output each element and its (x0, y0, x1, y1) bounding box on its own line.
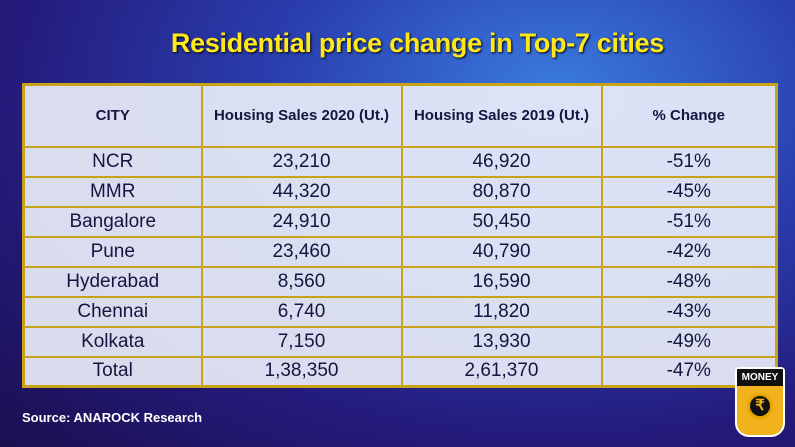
table-cell: 6,740 (200, 295, 403, 328)
sales-table: CITY Housing Sales 2020 (Ut.) Housing Sale… (22, 83, 778, 388)
table-cell: 40,790 (400, 235, 603, 268)
table-cell: 2,61,370 (400, 355, 603, 388)
rupee-icon: ₹ (747, 393, 773, 419)
table-cell: 50,450 (400, 205, 603, 238)
table-cell: 23,210 (200, 145, 403, 178)
table-cell: 13,930 (400, 325, 603, 358)
table-cell: Kolkata (22, 325, 203, 358)
table-row: Pune 23,460 40,790 -42% (22, 235, 778, 268)
column-header: % Change (600, 83, 778, 148)
table-cell: Bangalore (22, 205, 203, 238)
page-title: Residential price change in Top-7 cities (170, 28, 665, 58)
table-cell: -51% (600, 145, 778, 178)
table-cell: -43% (600, 295, 778, 328)
table-cell: Pune (22, 235, 203, 268)
table-cell: 1,38,350 (200, 355, 403, 388)
table-cell: 80,870 (400, 175, 603, 208)
table-cell: 11,820 (400, 295, 603, 328)
table-row: Total 1,38,350 2,61,370 -47% (22, 355, 778, 388)
table-cell: Hyderabad (22, 265, 203, 298)
column-header: Housing Sales 2019 (Ut.) (400, 83, 603, 148)
table-cell: -45% (600, 175, 778, 208)
source-note: Source: ANAROCK Research (22, 410, 203, 425)
table-cell: 8,560 (200, 265, 403, 298)
table-cell: 7,150 (200, 325, 403, 358)
table-cell: -49% (600, 325, 778, 358)
money9-logo: MONEY ₹ (735, 367, 785, 437)
logo-text: MONEY (737, 369, 783, 386)
table-row: Hyderabad 8,560 16,590 -48% (22, 265, 778, 298)
table-cell: -51% (600, 205, 778, 238)
table-row: NCR 23,210 46,920 -51% (22, 145, 778, 178)
table-cell: -48% (600, 265, 778, 298)
column-header: Housing Sales 2020 (Ut.) (200, 83, 403, 148)
table-cell: 24,910 (200, 205, 403, 238)
table-cell: -42% (600, 235, 778, 268)
table-cell: Total (22, 355, 203, 388)
table-cell: 44,320 (200, 175, 403, 208)
table-header: CITY Housing Sales 2020 (Ut.) Housing Sale… (22, 83, 778, 148)
table-cell: Chennai (22, 295, 203, 328)
table-row: MMR 44,320 80,870 -45% (22, 175, 778, 208)
table-row: Chennai 6,740 11,820 -43% (22, 295, 778, 328)
table-row: Bangalore 24,910 50,450 -51% (22, 205, 778, 238)
table-row: Kolkata 7,150 13,930 -49% (22, 325, 778, 358)
table-cell: 16,590 (400, 265, 603, 298)
table-cell: 23,460 (200, 235, 403, 268)
table-cell: NCR (22, 145, 203, 178)
column-header: CITY (22, 83, 203, 148)
table-cell: 46,920 (400, 145, 603, 178)
table-cell: MMR (22, 175, 203, 208)
